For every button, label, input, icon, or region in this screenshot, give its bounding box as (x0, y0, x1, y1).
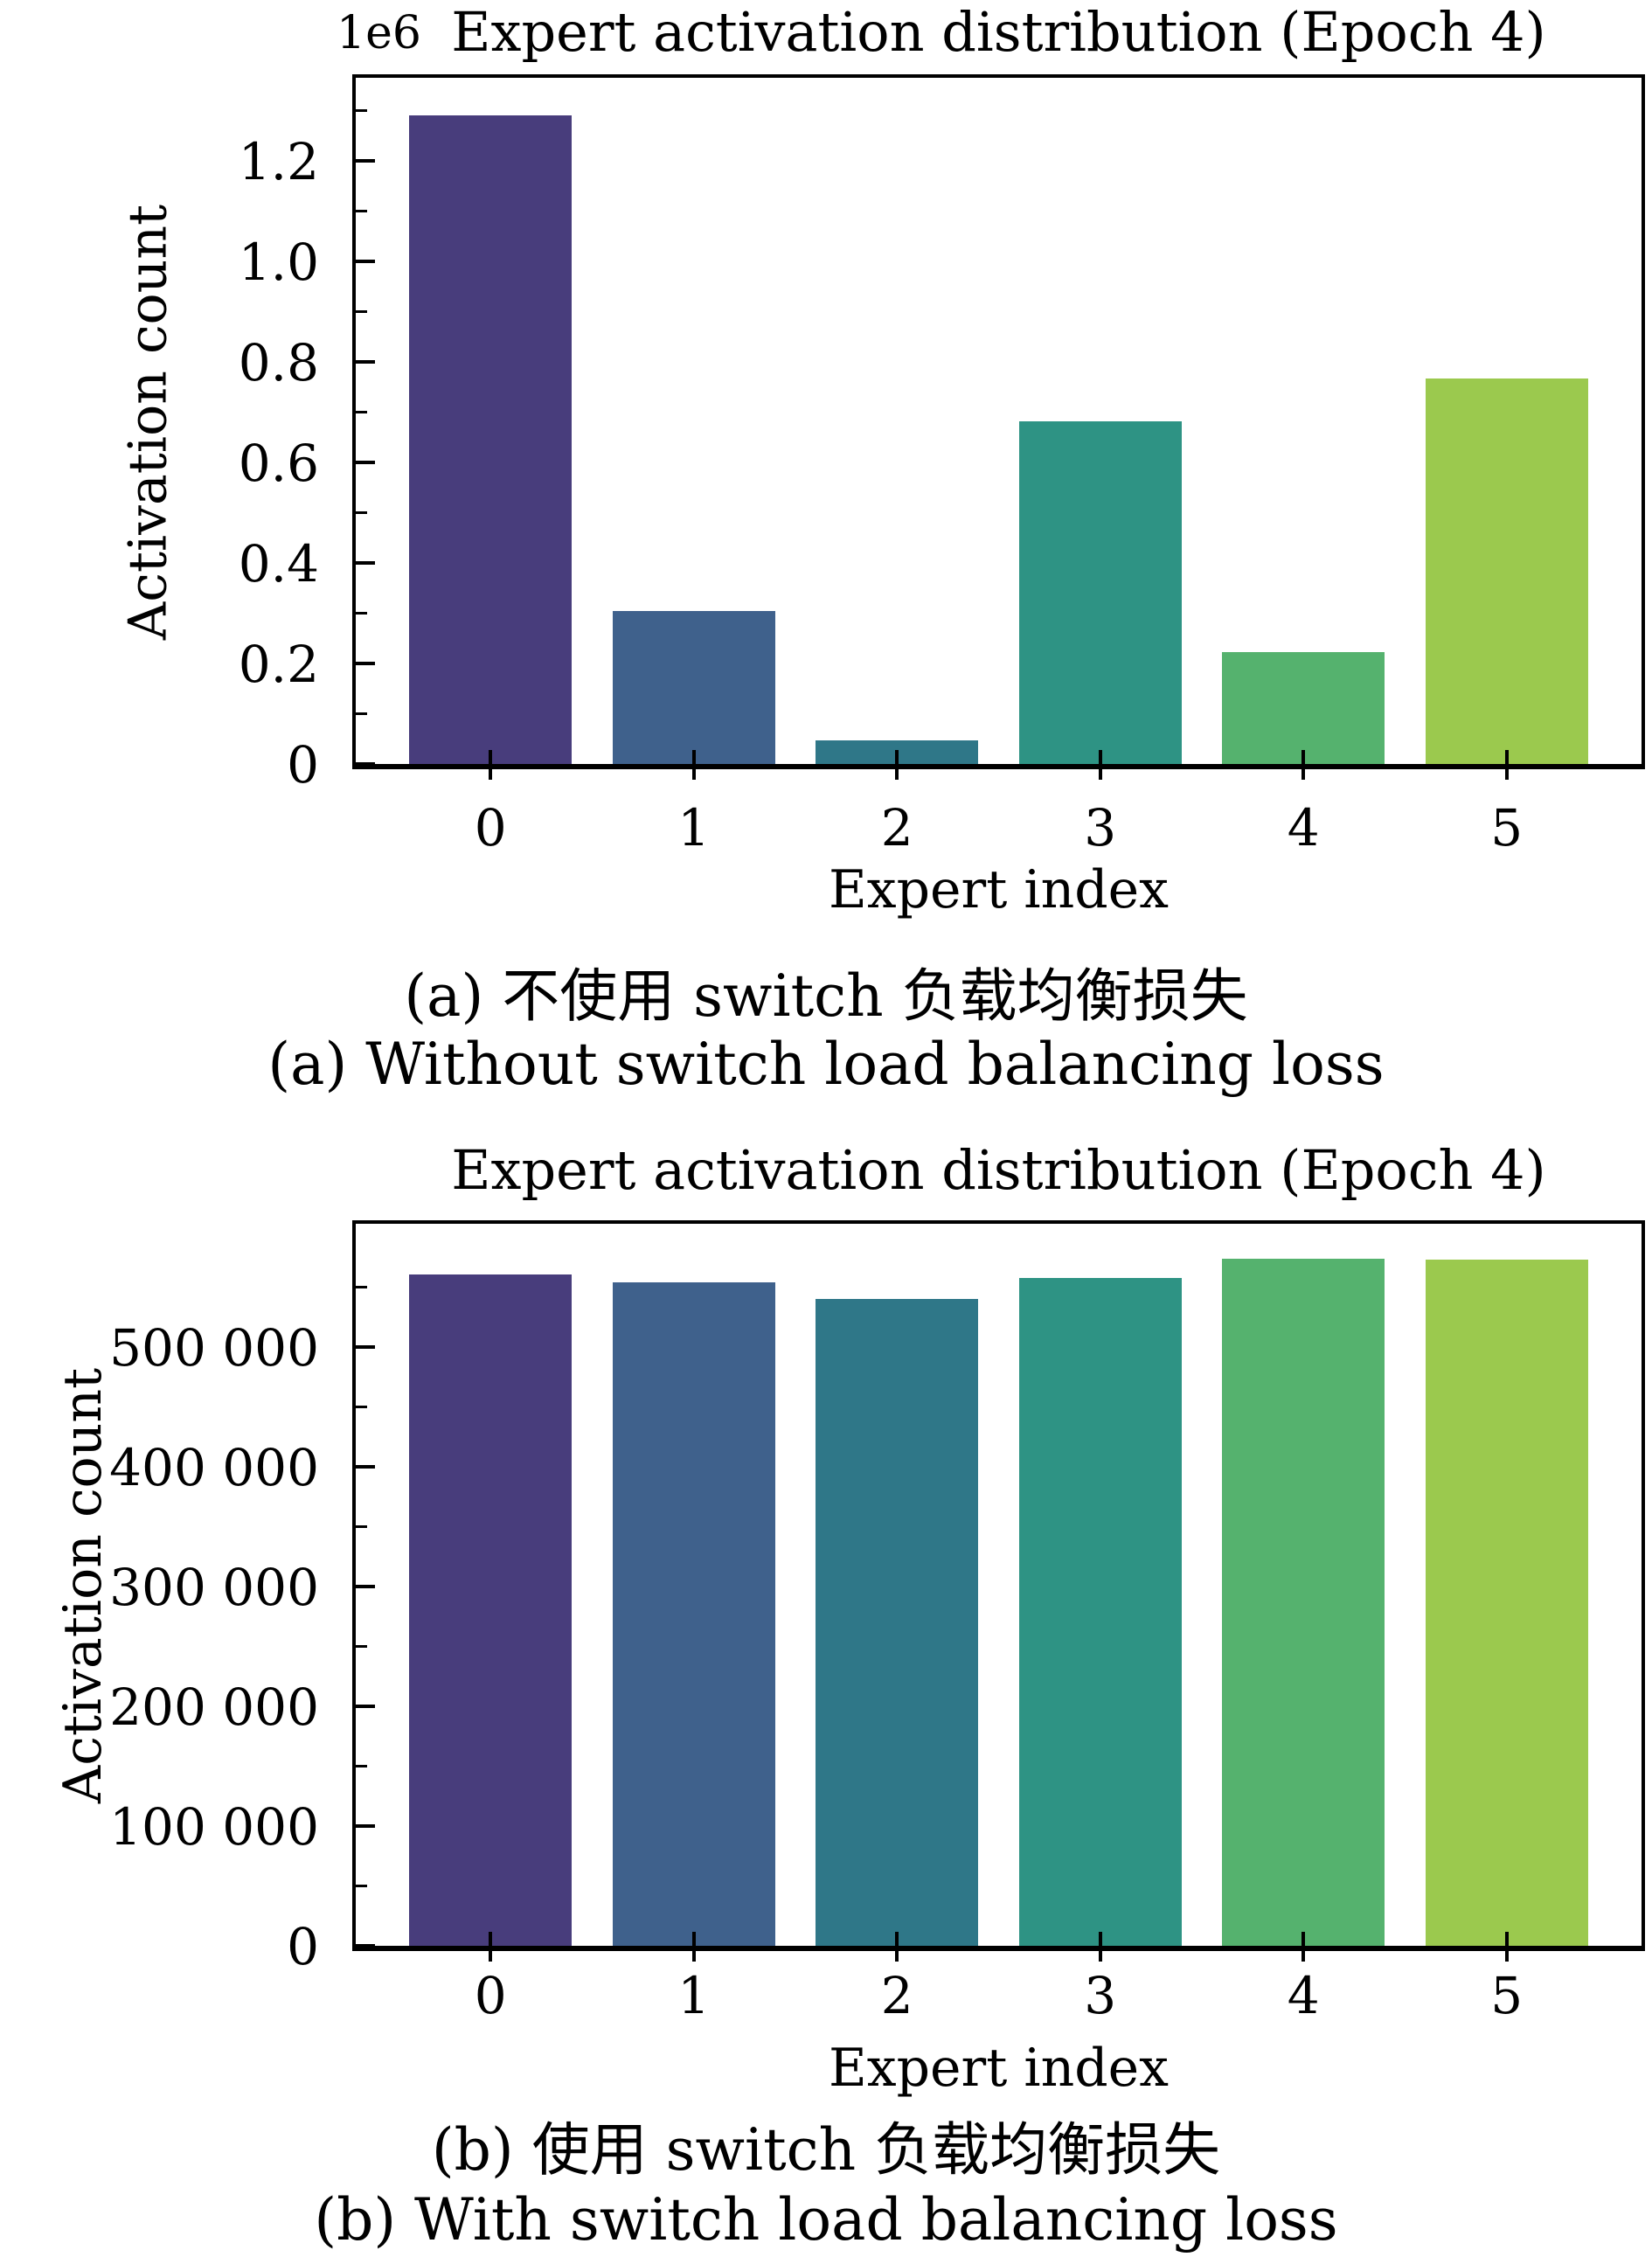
x-tick-label-1: 1 (677, 798, 711, 858)
caption-a-en: (a) Without switch load balancing loss (267, 1031, 1385, 1098)
x-tick (691, 750, 696, 780)
x-tick (1301, 1932, 1306, 1962)
y-minor-tick (356, 1885, 367, 1887)
x-tick (1098, 1932, 1102, 1962)
x-tick (895, 1932, 899, 1962)
bar-expert-0 (409, 115, 573, 764)
y-minor-tick (356, 309, 367, 313)
x-tick-label-0: 0 (474, 798, 507, 858)
y-tick-label: 0.2 (238, 634, 319, 694)
x-tick-label-5: 5 (1490, 798, 1524, 858)
bar-expert-1 (612, 611, 775, 764)
x-tick (691, 1932, 696, 1962)
y-minor-tick (356, 108, 367, 112)
y-major-tick (356, 158, 375, 163)
y-major-tick (356, 1585, 375, 1589)
x-tick-label-3: 3 (1084, 798, 1117, 858)
caption-b-zh: (b) 使用 switch 负载均衡损失 (431, 2116, 1221, 2184)
x-tick-label-4: 4 (1287, 798, 1320, 858)
y-major-tick (356, 460, 375, 464)
y-tick-label: 400 000 (109, 1438, 319, 1498)
y-tick-label: 0 (287, 1917, 319, 1976)
y-minor-tick (356, 1525, 367, 1529)
y-minor-tick (356, 1765, 367, 1768)
y-minor-tick (356, 611, 367, 615)
y-tick-label: 300 000 (109, 1558, 319, 1618)
chart-title-a: Expert activation distribution (Epoch 4) (451, 0, 1546, 64)
y-major-tick (356, 1345, 375, 1350)
x-tick (1301, 750, 1306, 780)
y-major-tick (356, 762, 375, 766)
bar-expert-2 (816, 1299, 979, 1946)
y-minor-tick (356, 712, 367, 715)
bar-expert-5 (1425, 1260, 1588, 1946)
y-tick-label: 1.2 (238, 131, 319, 191)
y-minor-tick (356, 209, 367, 212)
bar-expert-5 (1425, 378, 1588, 764)
y-axis-offset-label-a: 1e6 (337, 7, 421, 59)
bar-expert-4 (1222, 652, 1385, 764)
caption-a-zh: (a) 不使用 switch 负载均衡损失 (404, 962, 1248, 1030)
x-tick (895, 750, 899, 780)
x-axis-label-b: Expert index (828, 2038, 1169, 2099)
x-tick (489, 750, 493, 780)
x-tick (1504, 1932, 1509, 1962)
y-tick-label: 1.0 (238, 232, 319, 292)
y-tick-label: 500 000 (109, 1318, 319, 1379)
bar-expert-3 (1018, 1278, 1182, 1946)
y-major-tick (356, 1824, 375, 1829)
x-tick (1098, 750, 1102, 780)
bar-expert-0 (409, 1274, 573, 1946)
y-tick-label: 0.8 (238, 332, 319, 392)
y-major-tick (356, 1465, 375, 1469)
y-minor-tick (356, 1406, 367, 1409)
plot-area-b (352, 1220, 1645, 1962)
y-tick-label: 0 (287, 735, 319, 795)
y-minor-tick (356, 410, 367, 413)
y-minor-tick (356, 1286, 367, 1289)
x-tick-label-1: 1 (677, 1966, 711, 2025)
y-minor-tick (356, 510, 367, 514)
chart-title-b: Expert activation distribution (Epoch 4) (451, 1138, 1546, 1202)
x-tick-label-5: 5 (1490, 1966, 1524, 2025)
y-minor-tick (356, 1645, 367, 1649)
x-tick-label-3: 3 (1084, 1966, 1117, 2025)
caption-b-en: (b) With switch load balancing loss (314, 2186, 1338, 2254)
y-tick-label: 200 000 (109, 1677, 319, 1738)
y-tick-label: 0.6 (238, 433, 319, 493)
x-axis-label-a: Expert index (828, 859, 1169, 920)
x-tick-label-2: 2 (880, 798, 913, 858)
x-tick (1504, 750, 1509, 780)
x-tick-label-0: 0 (474, 1966, 507, 2025)
y-major-tick (356, 259, 375, 263)
y-major-tick (356, 661, 375, 665)
y-tick-label: 0.4 (238, 533, 319, 594)
x-tick-label-2: 2 (880, 1966, 913, 2025)
y-major-tick (356, 560, 375, 565)
y-tick-label: 100 000 (109, 1797, 319, 1858)
x-tick-label-4: 4 (1287, 1966, 1320, 2025)
bar-expert-3 (1018, 421, 1182, 764)
x-tick (489, 1932, 493, 1962)
bar-expert-1 (612, 1282, 775, 1946)
plot-area-a (352, 74, 1645, 780)
y-major-tick (356, 359, 375, 364)
y-major-tick (356, 1944, 375, 1948)
bar-expert-4 (1222, 1259, 1385, 1946)
y-major-tick (356, 1705, 375, 1709)
